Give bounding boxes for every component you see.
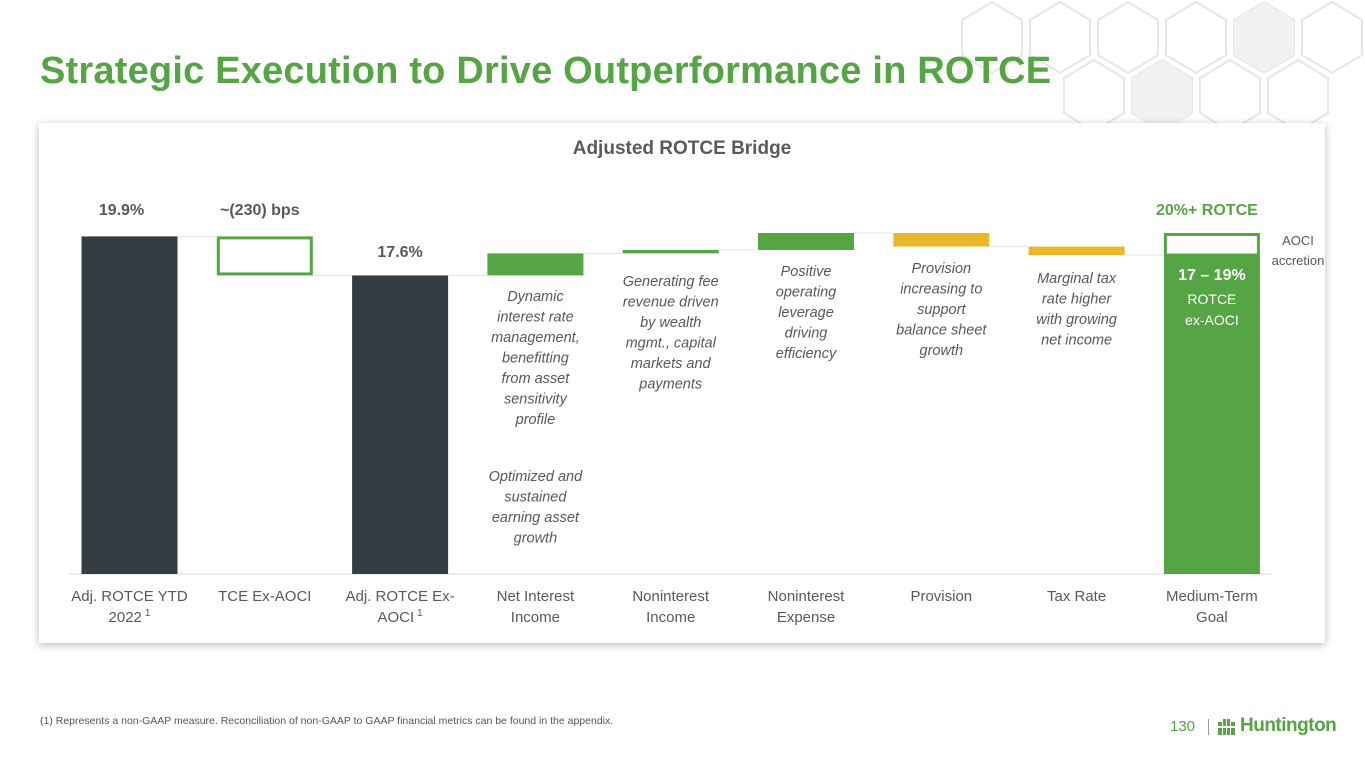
bar-0: [81, 236, 178, 574]
bar-2: [352, 275, 449, 574]
bar-goal-ex-aoci: [1163, 255, 1260, 574]
annotation-text: Dynamic: [507, 289, 564, 305]
value-label-tce: ~(230) bps: [220, 202, 300, 219]
category-label: Adj. ROTCE YTD: [71, 588, 188, 605]
bar-5: [758, 233, 854, 250]
annotation-text: management,: [491, 330, 580, 346]
annotation-text: payments: [638, 377, 702, 393]
category-label: Net Interest: [497, 588, 575, 605]
chart-title: Adjusted ROTCE Bridge: [572, 138, 792, 159]
annotation-text: interest rate: [497, 310, 574, 326]
hexagon-background-pattern: [961, 0, 1363, 133]
bar-goal-aoci-accretion: [1163, 233, 1260, 257]
category-label: Adj. ROTCE Ex-: [346, 588, 455, 605]
bar-7: [1028, 246, 1125, 256]
annotation-text: Positive: [781, 264, 832, 280]
category-label: 2022 1: [109, 608, 151, 626]
annotation-text: driving: [785, 326, 828, 342]
annotation-text: growth: [920, 343, 964, 359]
bar-tce-ex-aoci: [216, 236, 313, 276]
aoci-accretion-label: AOCI: [1282, 233, 1314, 248]
annotation-text: balance sheet: [896, 323, 987, 339]
value-label-goal: 20%+ ROTCE: [1156, 202, 1258, 219]
category-label: Expense: [777, 609, 835, 626]
category-label: Income: [646, 609, 695, 626]
aoci-accretion-label: accretion: [1272, 253, 1325, 268]
annotation-text: markets and: [631, 356, 712, 372]
category-label: Medium-Term: [1166, 588, 1258, 605]
category-label: Provision: [910, 588, 972, 605]
annotation-text: operating: [776, 285, 836, 301]
annotation-text: net income: [1041, 333, 1112, 349]
goal-inner-line2: ex-AOCI: [1185, 312, 1239, 328]
annotation-text: Generating fee: [623, 274, 719, 290]
category-label: Income: [511, 609, 560, 626]
annotation-text: with growing: [1036, 312, 1117, 328]
logo-text: Huntington: [1240, 715, 1337, 736]
value-label-ytd: 19.9%: [99, 202, 144, 219]
annotation-text: earning asset: [492, 510, 580, 526]
bar-4: [622, 249, 719, 254]
annotation-text: leverage: [778, 305, 834, 321]
chart-panel: Adjusted ROTCE Bridge 19.9% ~(230) bps 17.…: [39, 123, 1325, 643]
value-label-ex-aoci: 17.6%: [377, 244, 422, 261]
annotation-text: growth: [514, 531, 558, 547]
page-number: 130: [1170, 718, 1196, 735]
annotation-text: benefitting: [502, 351, 569, 367]
bar-6: [893, 233, 990, 247]
category-label: TCE Ex-AOCI: [218, 588, 311, 605]
annotation-text: increasing to: [900, 282, 982, 298]
annotation-text: support: [917, 302, 966, 318]
bar-3: [487, 253, 584, 276]
goal-inner-line1: ROTCE: [1187, 291, 1236, 307]
category-label: Noninterest: [768, 588, 846, 605]
huntington-logo: Huntington: [1218, 715, 1337, 739]
goal-range-label: 17 – 19%: [1178, 267, 1246, 284]
annotation-text: from asset: [502, 371, 571, 387]
annotation-text: rate higher: [1042, 292, 1112, 308]
category-label: AOCI 1: [377, 608, 423, 626]
slide-title: Strategic Execution to Drive Outperforma…: [40, 50, 1052, 92]
annotation-text: sustained: [504, 490, 567, 506]
footer-divider: [1208, 719, 1209, 735]
category-label: Noninterest: [632, 588, 710, 605]
bridge-chart: 19.9% ~(230) bps 17.6% 20%+ ROTCE 17 – 19% RO…: [69, 202, 1325, 626]
annotation-text: revenue driven: [623, 295, 719, 311]
logo-mark-icon: [1218, 719, 1235, 735]
annotation-text: Optimized and: [489, 469, 583, 485]
annotation-text: efficiency: [776, 346, 837, 362]
footnote: (1) Represents a non-GAAP measure. Recon…: [40, 715, 614, 727]
annotation-text: by wealth: [640, 315, 701, 331]
annotation-text: Provision: [911, 261, 971, 277]
annotation-text: sensitivity: [504, 392, 568, 408]
annotation-text: Marginal tax: [1037, 271, 1117, 287]
annotation-text: mgmt., capital: [626, 336, 717, 352]
annotation-text: profile: [515, 412, 556, 428]
category-label: Goal: [1196, 609, 1228, 626]
category-label: Tax Rate: [1047, 588, 1106, 605]
